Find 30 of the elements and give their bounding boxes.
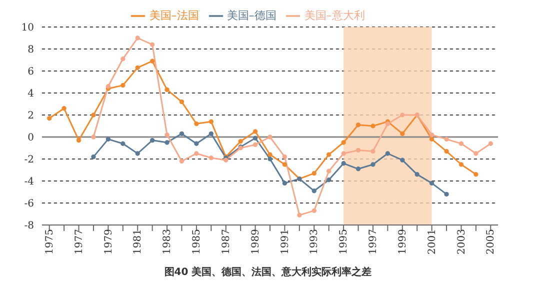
x-tick-label: 1995 [338, 229, 350, 254]
y-tick-label: 6 [28, 66, 34, 78]
x-tick-label: 1997 [368, 229, 380, 254]
x-tick-label: 1983 [162, 229, 174, 254]
x-tick-label: 1989 [250, 229, 262, 254]
legend-label: 美国–法国 [149, 9, 199, 22]
x-tick-label: 1979 [103, 229, 114, 254]
legend-label: 美国–意大利 [304, 9, 365, 22]
text: 图40 美国、德国、法国、意大利实际利率之差 [163, 265, 373, 279]
y-tick-label: 8 [28, 44, 34, 56]
x-tick-label: 1993 [309, 229, 320, 254]
y-tick-label: -2 [24, 154, 34, 166]
x-tick-label: 1977 [74, 229, 85, 254]
y-tick-label: -6 [24, 198, 34, 210]
y-tick-label: 0 [28, 132, 34, 144]
y-tick-label: 2 [28, 110, 34, 122]
x-tick-label: 1975 [44, 229, 56, 254]
x-tick-label: 1985 [192, 229, 203, 254]
x-tick-label: 2005 [486, 229, 497, 254]
x-tick-label: 1987 [220, 229, 232, 254]
x-tick-label: 1999 [397, 229, 408, 254]
x-tick-label: 1991 [280, 229, 291, 254]
y-tick-label: -4 [24, 176, 34, 188]
legend-label: 美国–德国 [226, 9, 276, 22]
x-tick-label: 2001 [426, 229, 438, 254]
x-tick-label: 1981 [132, 229, 144, 254]
y-tick-label: 4 [28, 88, 34, 100]
x-tick-label: 2003 [456, 229, 468, 254]
y-tick-label: -8 [24, 220, 34, 232]
y-tick-label: 10 [21, 22, 34, 34]
